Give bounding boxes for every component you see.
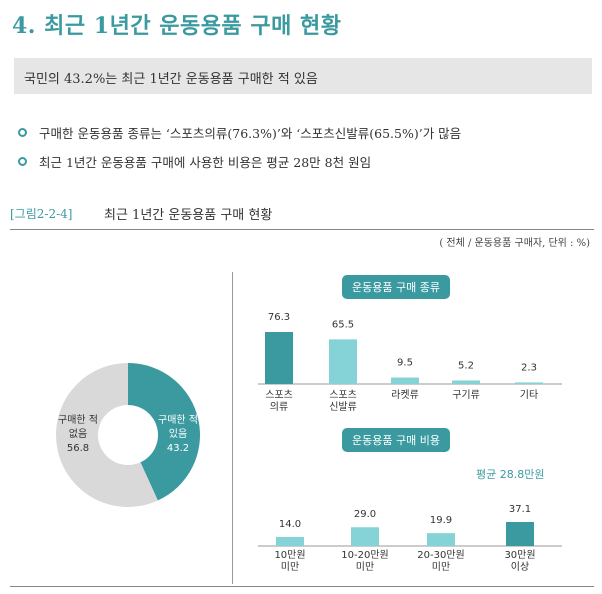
purchase-cost-bar-chart: 14.0 10만원 미만 29.0 10-20만원 미만 19.9 20-30만원 미만 37.1… xyxy=(258,504,562,573)
bar xyxy=(351,527,379,546)
x-tick-label: 구기류 xyxy=(452,389,480,401)
figure-title: 최근 1년간 운동용품 구매 현황 xyxy=(104,208,273,223)
bar xyxy=(506,522,534,546)
bullet-text: 최근 1년간 운동용품 구매에 사용한 비용은 평균 28만 8천 원임 xyxy=(39,155,372,170)
summary-box: 국민의 43.2%는 최근 1년간 운동용품 구매한 적 있음 xyxy=(14,58,592,94)
bar-value-label: 2.3 xyxy=(521,362,537,373)
x-tick-label: 10만원 미만 xyxy=(274,549,305,573)
donut-slice xyxy=(128,363,201,501)
figure-label: [그림2-2-4] xyxy=(10,207,73,221)
purchase-types-bar-chart: 76.3 스포츠 의류 65.5 스포츠 신발류 9.5 라켓류 5.2 구기류 2.3 기타 xyxy=(258,312,562,413)
chart-title-types: 운동용품 구매 종류 xyxy=(342,275,450,299)
bar xyxy=(265,332,293,384)
section-title: 4. 최근 1년간 운동용품 구매 현황 xyxy=(12,13,342,39)
bar-value-label: 65.5 xyxy=(332,319,354,330)
bar-value-label: 5.2 xyxy=(458,360,474,371)
donut-label-not-purchased: 구매한 적 없음 56.8 xyxy=(58,414,98,454)
x-tick-label: 30만원 이상 xyxy=(504,549,535,573)
bar xyxy=(276,536,304,546)
x-tick-label: 스포츠 의류 xyxy=(265,389,293,413)
x-tick-label: 10-20만원 미만 xyxy=(341,549,388,573)
bar-value-label: 9.5 xyxy=(397,358,413,369)
unit-note: ( 전체 / 운동용품 구매자, 단위 : %) xyxy=(439,238,590,249)
bullet-item: 최근 1년간 운동용품 구매에 사용한 비용은 평균 28만 8천 원임 xyxy=(18,152,371,171)
chart-title-cost: 운동용품 구매 비용 xyxy=(342,428,450,452)
donut-label-purchased: 구매한 적 있음 43.2 xyxy=(158,414,198,454)
bar xyxy=(329,339,357,384)
summary-text: 국민의 43.2%는 최근 1년간 운동용품 구매한 적 있음 xyxy=(24,72,318,87)
bar-value-label: 29.0 xyxy=(354,509,376,520)
circle-bullet-icon xyxy=(18,128,27,137)
bar-value-label: 76.3 xyxy=(268,312,290,323)
bullet-item: 구매한 운동용품 종류는 ‘스포츠의류(76.3%)’와 ‘스포츠신발류(65.… xyxy=(18,123,461,142)
x-tick-label: 스포츠 신발류 xyxy=(329,389,357,413)
purchase-donut-chart: 구매한 적 있음 43.2 구매한 적 없음 56.8 xyxy=(56,363,201,507)
donut-slice xyxy=(56,363,158,507)
average-annotation: 평균 28.8만원 xyxy=(476,468,545,481)
bar xyxy=(515,382,543,384)
x-tick-label: 라켓류 xyxy=(391,389,419,401)
bar-value-label: 37.1 xyxy=(509,504,531,515)
bar-value-label: 19.9 xyxy=(430,515,452,526)
bar xyxy=(391,377,419,384)
bottom-rule xyxy=(10,586,594,587)
bar-value-label: 14.0 xyxy=(279,519,301,530)
circle-bullet-icon xyxy=(18,157,27,166)
x-tick-label: 20-30만원 미만 xyxy=(417,549,464,573)
chart-divider xyxy=(232,272,233,584)
bullet-text: 구매한 운동용품 종류는 ‘스포츠의류(76.3%)’와 ‘스포츠신발류(65.… xyxy=(39,126,462,141)
top-rule xyxy=(10,229,594,230)
bar xyxy=(452,380,480,384)
x-tick-label: 기타 xyxy=(520,389,538,401)
bar xyxy=(427,533,455,546)
